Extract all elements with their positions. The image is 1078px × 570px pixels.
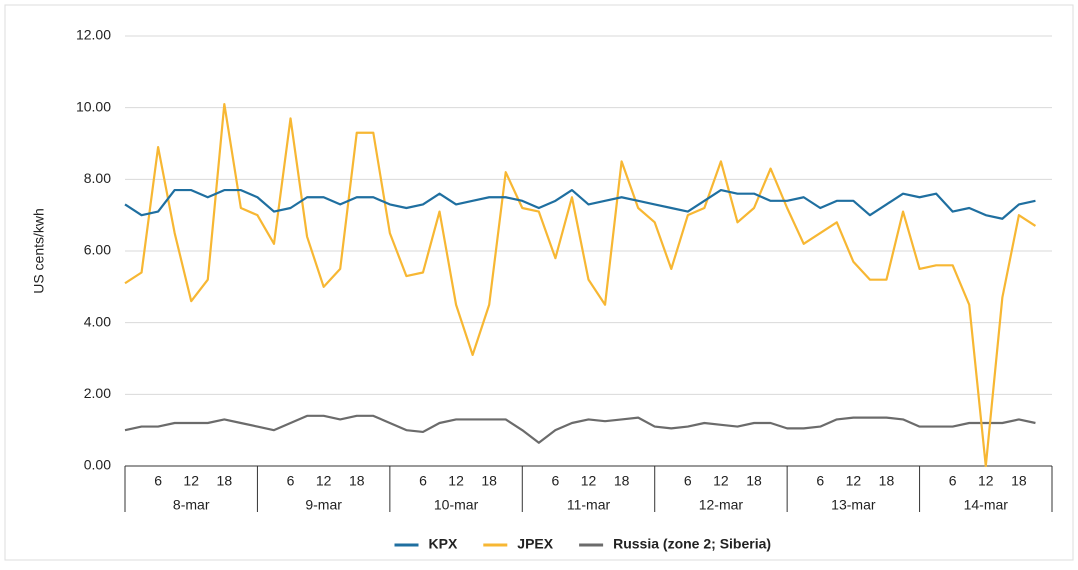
- y-tick-label: 2.00: [84, 385, 111, 401]
- x-tick-label: 6: [816, 473, 824, 489]
- x-tick-label: 6: [287, 473, 295, 489]
- day-label: 13-mar: [831, 497, 876, 513]
- day-label: 10-mar: [434, 497, 479, 513]
- x-tick-label: 6: [154, 473, 162, 489]
- y-tick-label: 12.00: [76, 27, 111, 43]
- day-label: 11-mar: [567, 497, 611, 513]
- x-tick-label: 12: [581, 473, 597, 489]
- x-tick-label: 12: [846, 473, 862, 489]
- series-line: [124, 188, 1036, 220]
- x-tick-label: 12: [183, 473, 199, 489]
- legend-label: KPX: [429, 536, 458, 552]
- day-label: 14-mar: [964, 497, 1009, 513]
- x-tick-label: 12: [978, 473, 994, 489]
- x-tick-label: 18: [481, 473, 497, 489]
- day-label: 9-mar: [305, 497, 342, 513]
- x-tick-label: 18: [614, 473, 630, 489]
- y-tick-label: 10.00: [76, 98, 111, 114]
- series-line: [124, 102, 1037, 468]
- x-tick-label: 12: [448, 473, 464, 489]
- x-tick-label: 18: [1011, 473, 1027, 489]
- y-axis-label: US cents/kwh: [31, 208, 47, 294]
- x-tick-label: 18: [879, 473, 895, 489]
- y-tick-label: 6.00: [84, 242, 111, 258]
- x-tick-label: 6: [551, 473, 559, 489]
- x-tick-label: 6: [949, 473, 957, 489]
- day-label: 8-mar: [173, 497, 210, 513]
- x-tick-label: 6: [684, 473, 692, 489]
- y-tick-label: 8.00: [84, 170, 111, 186]
- x-tick-label: 12: [713, 473, 729, 489]
- x-tick-label: 18: [746, 473, 762, 489]
- chart-frame: [4, 4, 1074, 561]
- day-label: 12-mar: [699, 497, 744, 513]
- series-line: [124, 414, 1036, 444]
- x-tick-label: 18: [217, 473, 233, 489]
- x-tick-label: 12: [316, 473, 332, 489]
- y-tick-label: 0.00: [84, 457, 111, 473]
- x-tick-label: 18: [349, 473, 365, 489]
- x-tick-label: 6: [419, 473, 427, 489]
- y-tick-label: 4.00: [84, 313, 111, 329]
- legend-label: Russia (zone 2; Siberia): [613, 536, 771, 552]
- legend-label: JPEX: [517, 536, 553, 552]
